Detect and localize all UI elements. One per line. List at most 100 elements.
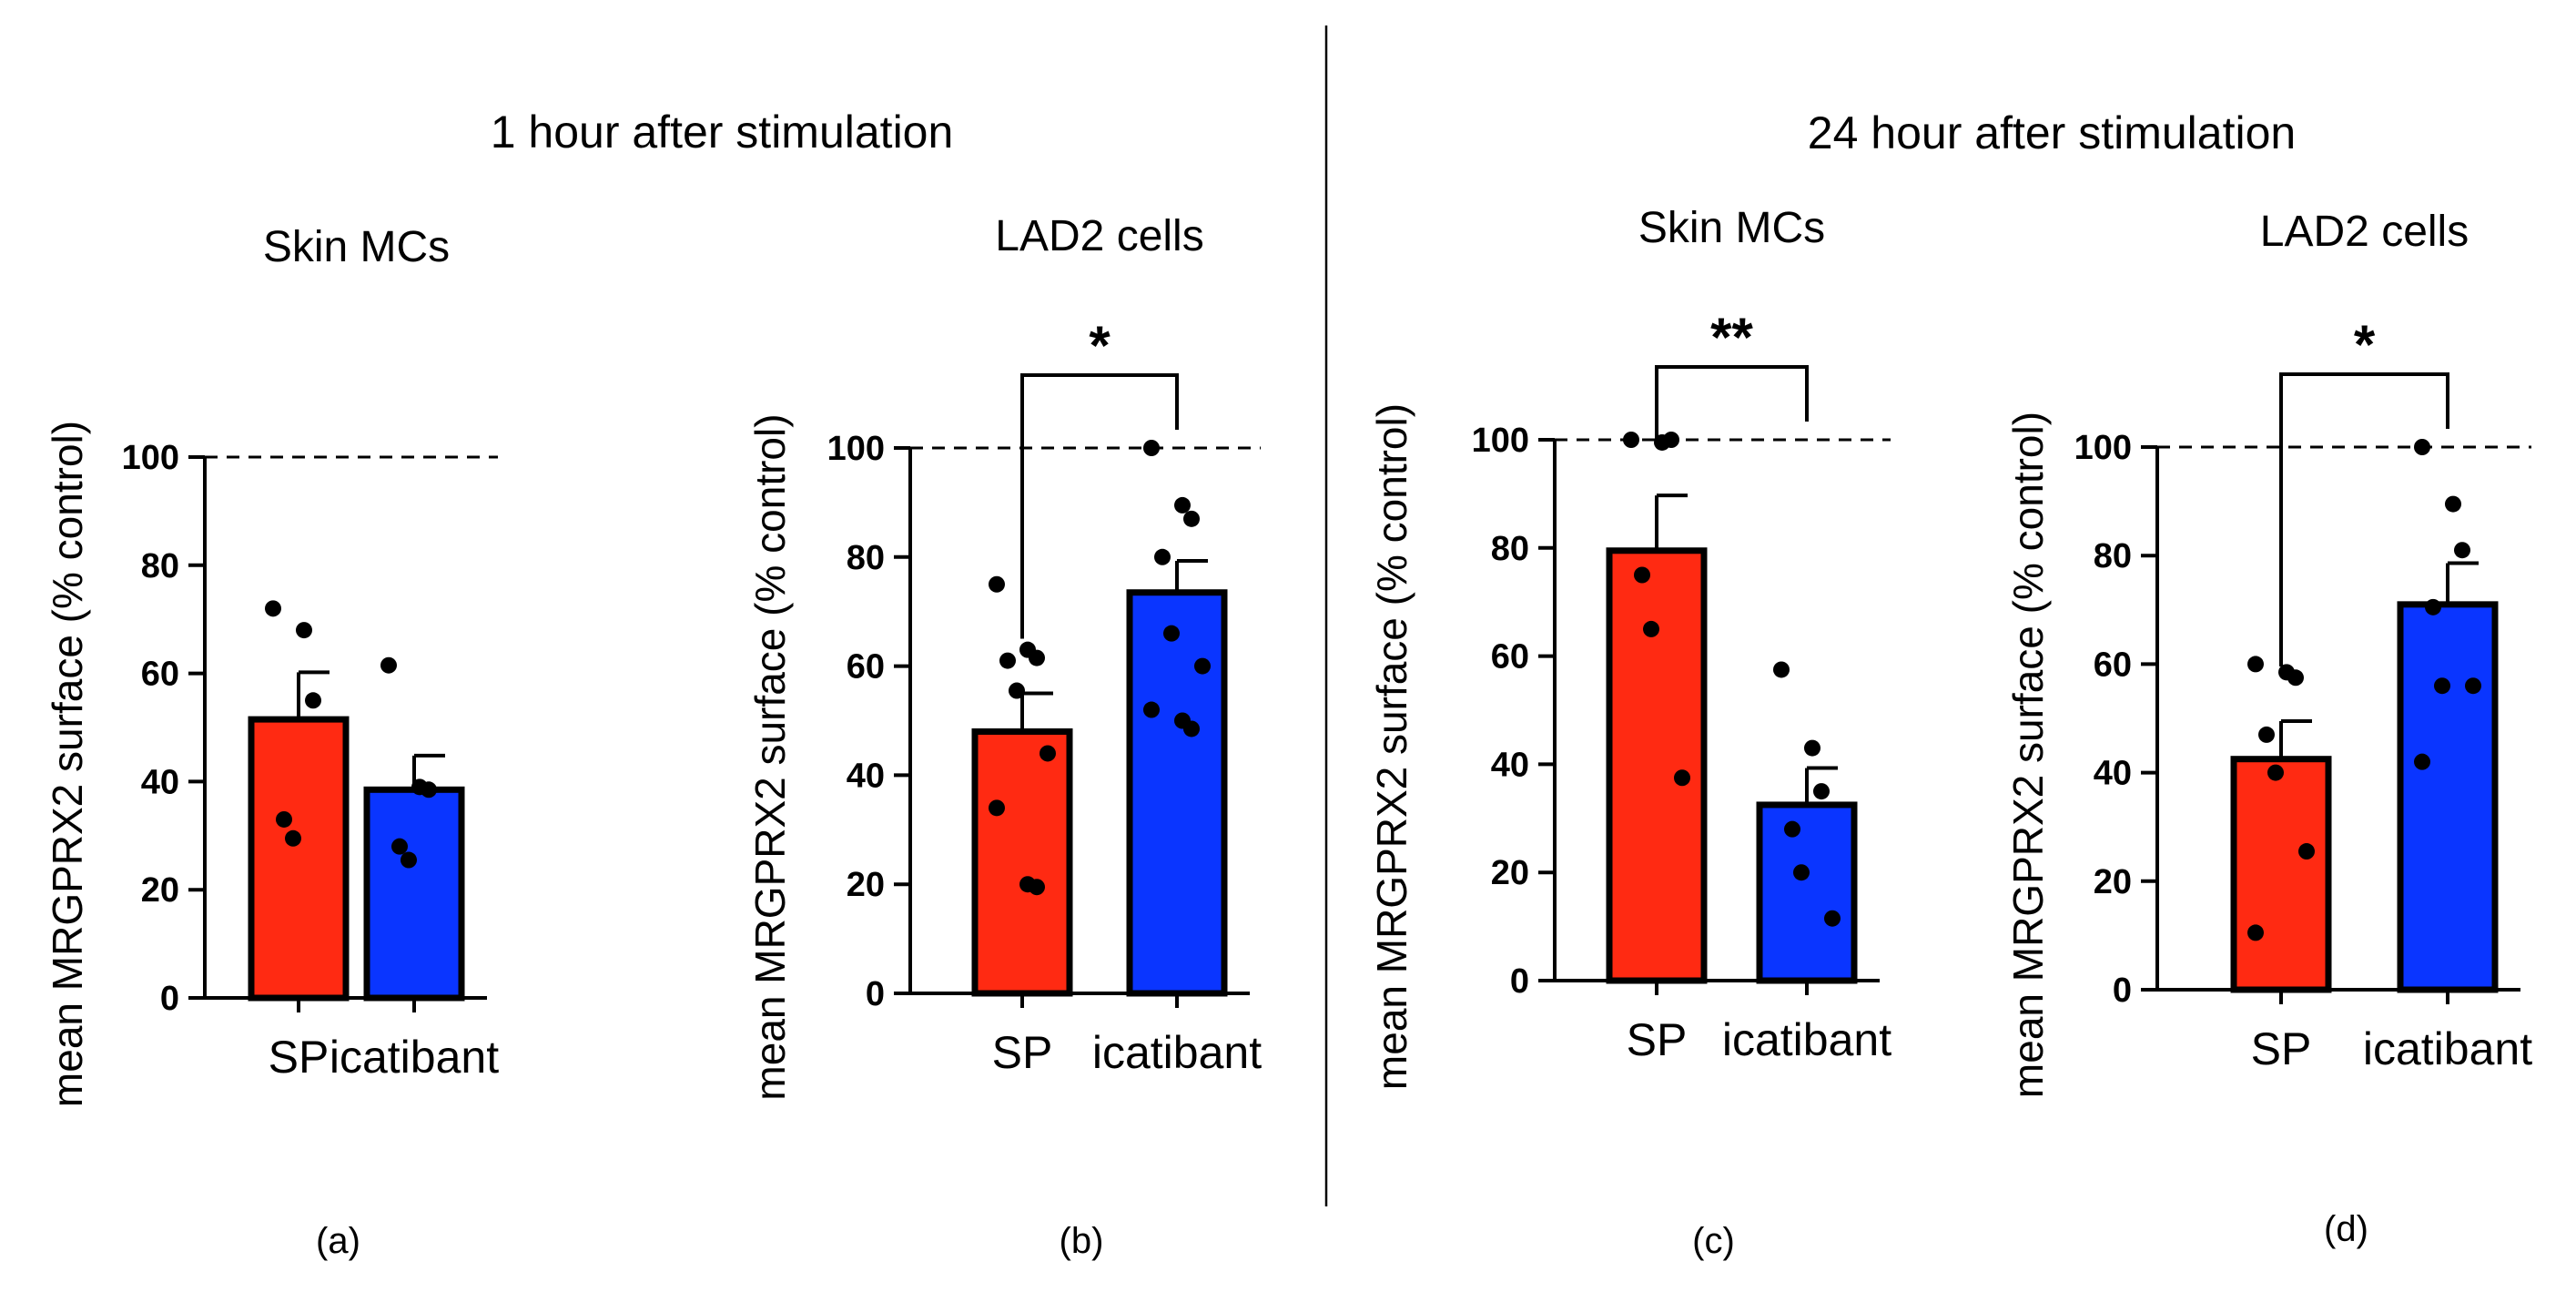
x-tick-label-icatibant: icatibant: [1722, 1014, 1891, 1065]
data-point-icatibant: [1194, 657, 1211, 675]
x-tick-label-sp: SP: [1627, 1014, 1688, 1065]
data-point-icatibant: [1804, 739, 1820, 757]
data-point-icatibant: [380, 656, 397, 674]
panel-label: (b): [1060, 1221, 1104, 1261]
y-tick-label: 40: [847, 757, 885, 795]
bar-sp: [248, 716, 350, 1002]
bar-icatibant: [2397, 601, 2499, 993]
data-point-icatibant: [2414, 753, 2430, 770]
x-tick-label-icatibant: icatibant: [2363, 1023, 2532, 1074]
y-tick-label: 60: [141, 656, 179, 694]
y-tick-label: 100: [827, 430, 885, 468]
y-tick-label: 60: [847, 648, 885, 687]
panel-label: (c): [1692, 1221, 1735, 1261]
significance-marker: *: [2354, 314, 2376, 375]
data-point-icatibant: [1183, 720, 1200, 738]
significance-bracket: [2279, 372, 2449, 666]
group-title-1-hour: 1 hour after stimulation: [491, 107, 954, 158]
data-point-sp: [2247, 656, 2264, 673]
data-point-sp: [265, 600, 281, 617]
y-tick-label: 40: [141, 763, 179, 801]
chart-panel-b: LAD2 cells 0 20 40 60 80 100 SP icatibant mean MR…: [746, 212, 1262, 1261]
panel-label: (d): [2324, 1209, 2368, 1249]
data-point-sp: [2298, 843, 2315, 860]
group-title-24-hour: 24 hour after stimulation: [1808, 107, 2296, 158]
y-tick-label: 80: [847, 539, 885, 577]
data-point-icatibant: [1784, 820, 1800, 838]
significance-bracket: [1655, 365, 1809, 442]
data-point-icatibant: [391, 838, 408, 855]
data-point-icatibant: [2425, 598, 2441, 615]
data-point-sp: [276, 810, 292, 828]
chart-title: Skin MCs: [263, 223, 450, 271]
y-axis-label: mean MRGPRX2 surface (% control): [2004, 412, 2052, 1098]
data-point-sp: [285, 829, 301, 847]
chart-title: LAD2 cells: [2260, 208, 2469, 256]
y-tick-label: 0: [1510, 962, 1529, 1001]
y-tick-label: 0: [2113, 972, 2132, 1010]
y-tick-label: 80: [1491, 530, 1529, 568]
data-point-icatibant: [1154, 548, 1171, 565]
y-tick-label: 20: [141, 871, 179, 910]
x-tick-label-icatibant: icatibant: [1092, 1027, 1262, 1078]
y-tick-label: 40: [2094, 755, 2132, 793]
chart-panel-d: LAD2 cells 0 20 40 60 80 100 SP icatibant mean MR…: [2004, 208, 2532, 1249]
data-point-sp: [296, 622, 312, 639]
y-tick-label: 80: [141, 547, 179, 585]
chart-title: Skin MCs: [1638, 204, 1825, 252]
data-point-icatibant: [1143, 440, 1160, 456]
bar-sp: [971, 727, 1073, 997]
panel-label: (a): [316, 1221, 360, 1261]
y-tick-label: 100: [122, 439, 179, 477]
chart-title: LAD2 cells: [995, 212, 1203, 260]
data-point-sp: [2258, 726, 2275, 743]
x-tick-label-sp: SP: [269, 1032, 330, 1083]
data-point-icatibant: [2414, 439, 2430, 455]
y-tick-label: 0: [866, 975, 885, 1013]
data-point-icatibant: [1824, 910, 1841, 927]
data-point-icatibant: [2434, 677, 2450, 695]
y-tick-label: 100: [2074, 429, 2132, 467]
data-point-sp: [305, 692, 321, 709]
significance-marker: *: [1089, 315, 1111, 376]
data-point-icatibant: [1143, 701, 1160, 718]
chart-panel-a: Skin MCs 0 20 40 60 80 100 SP icatibant mean MRGP…: [44, 223, 499, 1261]
data-point-icatibant: [2465, 677, 2481, 695]
data-point-sp: [1634, 566, 1650, 584]
data-point-sp: [989, 575, 1005, 593]
data-point-icatibant: [401, 851, 417, 869]
data-point-icatibant: [421, 781, 437, 799]
data-point-sp: [1643, 620, 1659, 637]
data-point-sp: [1040, 745, 1056, 762]
x-tick-label-icatibant: icatibant: [330, 1032, 499, 1083]
y-tick-label: 100: [1472, 422, 1529, 460]
y-tick-label: 40: [1491, 746, 1529, 784]
y-axis-label: mean MRGPRX2 surface (% control): [44, 421, 91, 1107]
bar-icatibant: [1126, 589, 1228, 997]
data-point-sp: [2247, 924, 2264, 941]
y-tick-label: 80: [2094, 537, 2132, 575]
chart-panel-c: Skin MCs 0 20 40 60 80 100 SP icatibant mean MRGP…: [1368, 204, 1891, 1261]
data-point-sp: [989, 799, 1005, 817]
data-point-icatibant: [2454, 542, 2470, 559]
data-point-sp: [1009, 682, 1025, 699]
data-point-icatibant: [1163, 625, 1180, 642]
y-tick-label: 20: [847, 866, 885, 904]
data-point-icatibant: [1793, 864, 1810, 881]
y-tick-label: 20: [1491, 854, 1529, 892]
data-point-sp: [1663, 432, 1679, 448]
data-point-icatibant: [1183, 510, 1200, 527]
data-point-sp: [2287, 669, 2304, 687]
bar-icatibant: [1756, 801, 1858, 984]
data-point-sp: [2267, 764, 2284, 781]
bar-icatibant: [363, 786, 465, 1002]
data-point-sp: [1674, 769, 1690, 787]
bar-sp: [1606, 547, 1708, 984]
x-tick-label-sp: SP: [992, 1027, 1053, 1078]
data-point-sp: [999, 652, 1016, 669]
bar-sp: [2230, 756, 2332, 993]
significance-bracket: [1020, 373, 1179, 639]
significance-marker: **: [1710, 307, 1753, 368]
